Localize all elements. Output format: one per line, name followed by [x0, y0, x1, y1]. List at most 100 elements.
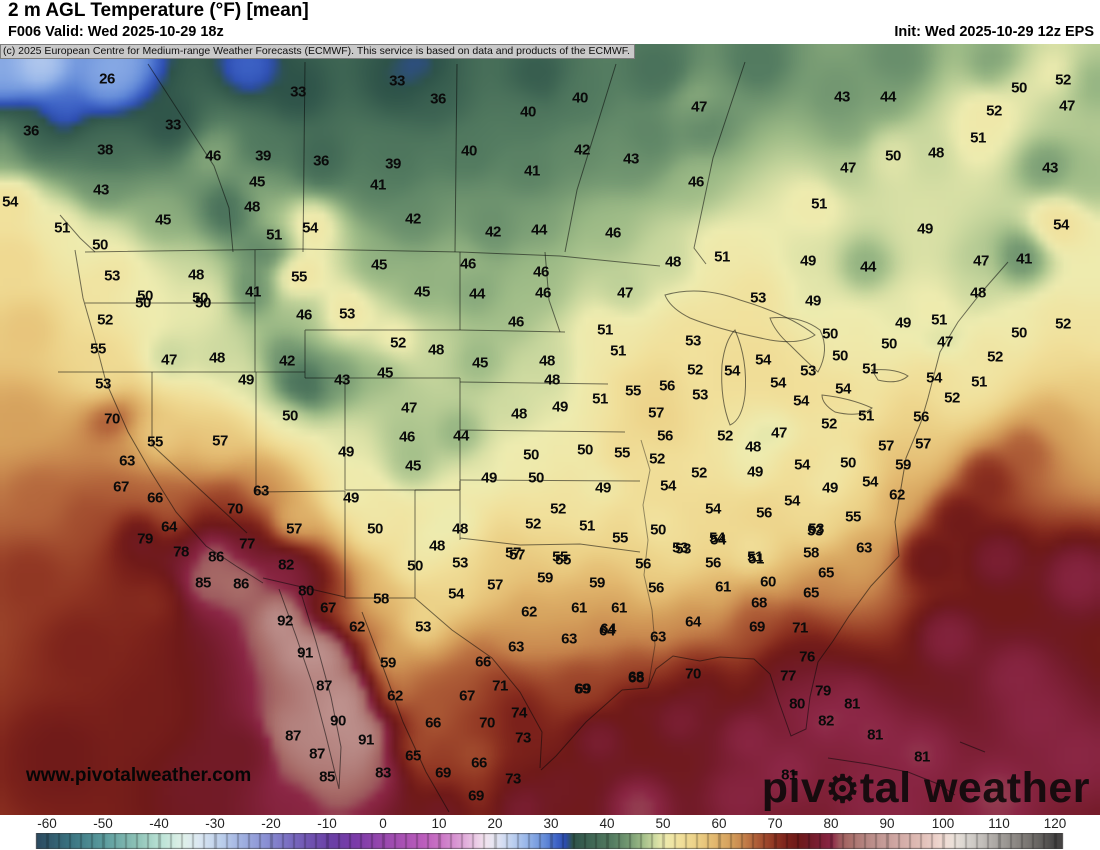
temp-label: 47	[161, 351, 177, 369]
temp-label: 51	[266, 226, 282, 244]
temp-label: 50	[407, 557, 423, 575]
temp-label: 50	[1011, 79, 1027, 97]
temp-label: 63	[650, 628, 666, 646]
temp-label: 59	[895, 456, 911, 474]
temp-label: 50	[577, 441, 593, 459]
temp-label: 54	[784, 492, 800, 510]
temp-label: 86	[208, 548, 224, 566]
temp-label: 92	[277, 612, 293, 630]
temp-label: 69	[574, 680, 590, 698]
temp-label: 42	[574, 141, 590, 159]
temp-label: 74	[511, 704, 527, 722]
temp-label: 52	[987, 348, 1003, 366]
temp-label: 54	[794, 456, 810, 474]
temp-label: 48	[429, 537, 445, 555]
temp-label: 68	[751, 594, 767, 612]
temp-label: 55	[845, 508, 861, 526]
temp-label: 53	[692, 386, 708, 404]
temp-label: 46	[535, 284, 551, 302]
temp-label: 45	[377, 364, 393, 382]
temp-label: 50	[840, 454, 856, 472]
temp-label: 91	[297, 644, 313, 662]
temp-label: 40	[572, 89, 588, 107]
temp-label: 55	[625, 382, 641, 400]
temp-label: 43	[93, 181, 109, 199]
temp-label: 51	[931, 311, 947, 329]
temp-label: 47	[1059, 97, 1075, 115]
temp-label: 44	[880, 88, 896, 106]
colorbar-tick-label: -40	[149, 816, 169, 831]
temp-label: 41	[1016, 250, 1032, 268]
temp-label: 65	[405, 747, 421, 765]
temp-label: 46	[508, 313, 524, 331]
temp-label: 69	[749, 618, 765, 636]
temp-label: 48	[970, 284, 986, 302]
temp-label: 51	[610, 342, 626, 360]
temp-label: 64	[161, 518, 177, 536]
temp-label: 53	[415, 618, 431, 636]
temp-label: 56	[659, 377, 675, 395]
map-area: 26 33 33 36 38 46 39 36 43 45 48 45 51 54 50 54 51 53 48 41…	[0, 44, 1100, 815]
temp-label: 69	[435, 764, 451, 782]
temp-label: 55	[147, 433, 163, 451]
temp-label: 62	[387, 687, 403, 705]
temp-label: 65	[803, 584, 819, 602]
colorbar-gradient	[0, 833, 1100, 849]
copyright-strip: (c) 2025 European Centre for Medium-rang…	[0, 44, 635, 59]
logo-text-post: tal weather	[859, 764, 1090, 812]
temp-label: 53	[95, 375, 111, 393]
temp-label: 54	[862, 473, 878, 491]
temp-label: 64	[685, 613, 701, 631]
temp-label: 49	[800, 252, 816, 270]
temp-label: 45	[371, 256, 387, 274]
temp-label: 49	[238, 371, 254, 389]
gear-icon: ⚙	[825, 769, 860, 811]
temp-label: 54	[724, 362, 740, 380]
temp-label: 60	[760, 573, 776, 591]
colorbar-tick-label: 110	[988, 816, 1010, 831]
temp-label: 51	[862, 360, 878, 378]
temp-label: 80	[298, 582, 314, 600]
temp-label: 50	[523, 446, 539, 464]
temp-label: 65	[818, 564, 834, 582]
temp-label: 56	[705, 554, 721, 572]
temp-label: 42	[485, 223, 501, 241]
temp-label: 40	[520, 103, 536, 121]
temp-label: 49	[747, 463, 763, 481]
colorbar-tick-label: 70	[767, 816, 783, 831]
temp-label: 62	[521, 603, 537, 621]
temp-label: 42	[279, 352, 295, 370]
temp-label: 52	[986, 102, 1002, 120]
colorbar-tick-label: 100	[931, 816, 955, 831]
temp-label: 48	[428, 341, 444, 359]
temp-label: 49	[481, 469, 497, 487]
init-time-label: Init: Wed 2025-10-29 12z EPS	[894, 24, 1094, 40]
temp-label: 50	[885, 147, 901, 165]
temp-label: 43	[334, 371, 350, 389]
temp-label: 59	[380, 654, 396, 672]
temp-label: 49	[343, 489, 359, 507]
temp-label: 51	[970, 129, 986, 147]
temp-label: 51	[579, 517, 595, 535]
temp-label: 69	[468, 787, 484, 805]
temp-label: 62	[349, 618, 365, 636]
temp-label: 85	[195, 574, 211, 592]
temp-label: 52	[1055, 71, 1071, 89]
temp-label: 44	[453, 427, 469, 445]
temp-label: 57	[915, 435, 931, 453]
temp-label: 26	[99, 70, 115, 88]
temp-label: 48	[188, 266, 204, 284]
temp-label: 48	[544, 371, 560, 389]
temp-label: 61	[715, 578, 731, 596]
temp-label: 53	[675, 540, 691, 558]
temp-label: 63	[508, 638, 524, 656]
temp-label: 86	[233, 575, 249, 593]
temp-label: 45	[414, 283, 430, 301]
colorbar-section: -60 -50 -40 -30 -20 -10 0 10 20 30 40 50 60 70 80 90 100…	[0, 815, 1100, 850]
temp-label: 50	[832, 347, 848, 365]
temp-label: 68	[628, 669, 644, 687]
temp-label: 63	[856, 539, 872, 557]
temp-label: 50	[92, 236, 108, 254]
temp-label: 73	[505, 770, 521, 788]
temp-label: 38	[97, 141, 113, 159]
